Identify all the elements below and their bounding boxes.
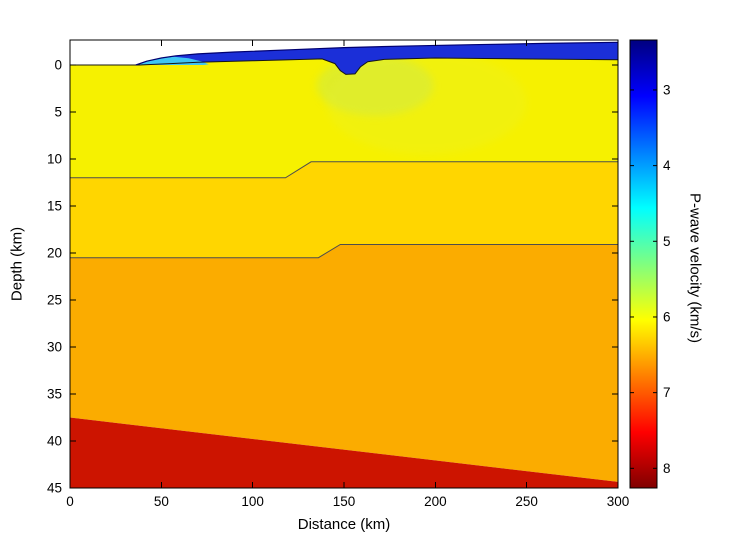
colorbar-tick-label: 4: [663, 158, 671, 173]
colorbar-label: P-wave velocity (km/s): [686, 192, 704, 344]
x-tick-label: 50: [154, 494, 169, 509]
x-tick-label: 200: [424, 494, 447, 509]
boundary-basement-top: [70, 57, 618, 75]
patch-low-velocity-halo: [325, 50, 527, 155]
y-tick-label: 5: [54, 105, 62, 120]
x-tick-label: 250: [515, 494, 538, 509]
x-tick-label: 150: [333, 494, 356, 509]
x-tick-label: 300: [607, 494, 630, 509]
colorbar-tick-label: 7: [663, 385, 671, 400]
x-axis-label: Distance (km): [297, 516, 391, 533]
y-tick-label: 0: [54, 58, 62, 73]
y-tick-label: 15: [47, 199, 62, 214]
y-tick-label: 45: [47, 481, 62, 496]
y-tick-label: 20: [47, 246, 62, 261]
y-tick-label: 40: [47, 434, 62, 449]
y-tick-label: 35: [47, 387, 62, 402]
y-tick-label: 30: [47, 340, 62, 355]
y-tick-label: 10: [47, 152, 62, 167]
colorbar-tick-label: 5: [663, 234, 671, 249]
colorbar-tick-label: 3: [663, 82, 671, 97]
plot-area: [70, 41, 618, 488]
boundary-sea-surface: [135, 41, 618, 66]
y-axis-label: Depth (km): [8, 226, 26, 302]
x-tick-label: 100: [241, 494, 264, 509]
colorbar-tick-label: 6: [663, 309, 671, 324]
colorbar: [629, 39, 658, 489]
layer-seawater: [135, 42, 618, 75]
layer-upper-mantle: [70, 417, 618, 488]
colorbar-tick-label: 8: [663, 461, 671, 476]
y-tick-label: 25: [47, 293, 62, 308]
layer-lower-crust: [70, 244, 618, 482]
x-tick-label: 0: [66, 494, 74, 509]
boundary-midcrust-boundary-2: [70, 244, 618, 259]
layer-middle-crust: [70, 161, 618, 258]
boundary-midcrust-boundary-1: [70, 161, 618, 179]
